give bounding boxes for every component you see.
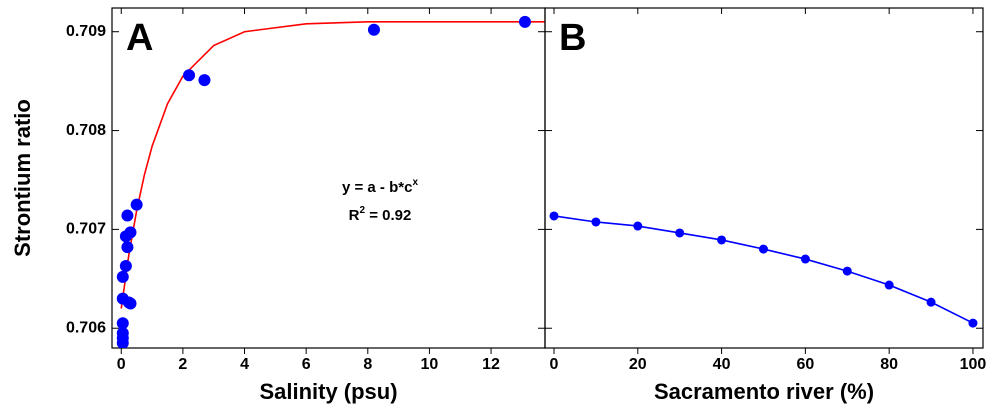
point <box>758 244 768 254</box>
point <box>968 318 978 328</box>
point <box>198 74 211 87</box>
point <box>121 241 134 254</box>
point <box>119 259 132 272</box>
annotation-sup: x <box>412 177 418 188</box>
point <box>926 297 936 307</box>
y-tick-label: 0.707 <box>66 221 106 238</box>
x-axis-label: Salinity (psu) <box>259 379 397 404</box>
x-tick-label: 12 <box>482 356 500 373</box>
line <box>120 21 545 309</box>
panel-label: B <box>559 17 586 59</box>
x-tick-label: 40 <box>713 356 731 373</box>
x-tick-label: 2 <box>178 356 187 373</box>
x-tick-label: 0 <box>550 356 559 373</box>
point <box>884 280 894 290</box>
x-tick-label: 10 <box>421 356 439 373</box>
annotation-sup: 2 <box>359 205 365 216</box>
line <box>553 215 974 324</box>
annotation-text: = 0.92 <box>365 207 411 224</box>
point <box>518 15 531 28</box>
point <box>124 226 137 239</box>
y-tick-label: 0.706 <box>66 319 106 336</box>
x-tick-label: 6 <box>302 356 311 373</box>
annotation: R2 = 0.92 <box>349 205 412 224</box>
point <box>675 228 685 238</box>
y-tick-label: 0.708 <box>66 122 106 139</box>
point <box>124 297 137 310</box>
point <box>842 266 852 276</box>
point <box>130 198 143 211</box>
x-tick-label: 4 <box>240 356 249 373</box>
x-tick-label: 100 <box>960 356 987 373</box>
x-tick-label: 20 <box>629 356 647 373</box>
x-tick-label: 0 <box>117 356 126 373</box>
plot-frame <box>111 7 546 349</box>
point <box>116 317 129 330</box>
point <box>717 235 727 245</box>
plot-frame <box>544 7 984 349</box>
point <box>633 221 643 231</box>
annotation-text: R <box>349 207 360 224</box>
point <box>116 327 129 340</box>
point <box>591 217 601 227</box>
y-tick-label: 0.709 <box>66 23 106 40</box>
panel-label: A <box>126 17 153 59</box>
x-tick-label: 60 <box>796 356 814 373</box>
annotation-text: y = a - b*c <box>342 179 412 196</box>
annotation: y = a - b*cx <box>342 177 418 196</box>
point <box>116 270 129 283</box>
x-tick-label: 80 <box>880 356 898 373</box>
point <box>549 211 559 221</box>
point <box>121 209 134 222</box>
plot-area <box>549 211 978 328</box>
point <box>800 254 810 264</box>
point <box>183 69 196 82</box>
point <box>367 23 380 36</box>
x-tick-label: 8 <box>363 356 372 373</box>
y-axis-label: Strontium ratio <box>10 99 35 257</box>
plot-area <box>116 15 545 348</box>
x-axis-label: Sacramento river (%) <box>654 379 874 404</box>
